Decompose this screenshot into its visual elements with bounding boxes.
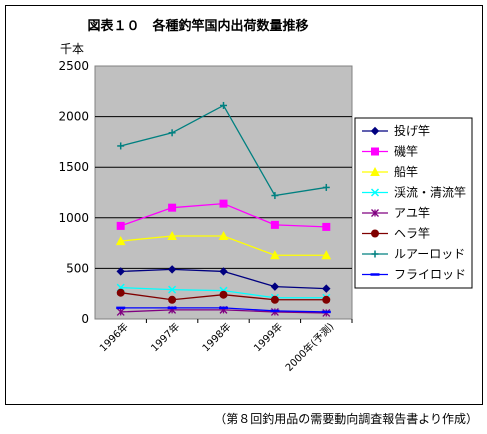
x-tick-label: 1998年 bbox=[199, 320, 233, 354]
data-point bbox=[322, 295, 331, 304]
x-tick-label: 1996年 bbox=[97, 320, 131, 354]
series-0 bbox=[116, 265, 331, 293]
data-point bbox=[270, 282, 280, 291]
legend-label: ルアーロッド bbox=[394, 247, 465, 261]
series-1 bbox=[116, 199, 331, 231]
series-6 bbox=[117, 101, 330, 200]
data-point bbox=[116, 288, 125, 297]
legend-box bbox=[354, 117, 473, 289]
legend-entry: ヘラ竿 bbox=[362, 226, 430, 241]
legend-entry: 磯竿 bbox=[362, 144, 418, 159]
series-2 bbox=[115, 230, 332, 260]
data-point bbox=[219, 199, 228, 208]
legend-label: 渓流・清流竿 bbox=[394, 185, 466, 200]
data-point bbox=[270, 220, 279, 229]
y-tick-label: 1000 bbox=[58, 211, 89, 225]
data-point bbox=[168, 295, 177, 304]
data-point bbox=[371, 147, 379, 156]
y-tick-label: 500 bbox=[66, 261, 89, 275]
data-point bbox=[116, 307, 125, 316]
legend-label: フライロッド bbox=[394, 268, 466, 282]
y-tick-label: 0 bbox=[81, 312, 89, 326]
data-point bbox=[322, 222, 331, 231]
data-point bbox=[168, 203, 177, 212]
chart-title: 図表１０ 各種釣竿国内出荷数量推移 bbox=[87, 18, 308, 34]
legend-label: 投げ竿 bbox=[394, 123, 430, 138]
source-note: （第８回釣用品の需要動向調査報告書より作成） bbox=[214, 411, 478, 426]
legend-entry: ルアーロッド bbox=[362, 247, 465, 261]
y-tick-label: 2000 bbox=[58, 110, 89, 124]
x-tick-label: 1997年 bbox=[148, 320, 182, 354]
data-point bbox=[117, 142, 125, 150]
x-tick-label: 1999年 bbox=[251, 320, 285, 354]
data-point bbox=[270, 295, 279, 304]
data-point bbox=[116, 221, 125, 230]
data-point bbox=[370, 166, 380, 176]
data-point bbox=[115, 236, 126, 246]
x-tick-label: 2000年(予測) bbox=[282, 320, 336, 374]
legend-entry: 船竿 bbox=[362, 164, 418, 179]
legend-label: ヘラ竿 bbox=[394, 226, 430, 241]
data-point bbox=[167, 230, 177, 241]
data-point bbox=[322, 183, 330, 191]
data-point bbox=[168, 285, 177, 294]
legend-label: 磯竿 bbox=[394, 144, 418, 159]
data-point bbox=[219, 267, 228, 276]
y-axis-ticks: 0 500 1000 1500 2000 2500 bbox=[58, 59, 89, 326]
data-point bbox=[371, 209, 379, 217]
data-point bbox=[370, 188, 380, 197]
y-tick-label: 1500 bbox=[58, 160, 89, 174]
data-point bbox=[220, 101, 227, 109]
data-point bbox=[370, 126, 380, 136]
legend-entry: フライロッド bbox=[362, 268, 466, 282]
legend-entry: 投げ竿 bbox=[362, 123, 430, 138]
legend-label: 船竿 bbox=[394, 164, 418, 179]
y-tick-label: 2500 bbox=[58, 59, 89, 73]
data-point bbox=[371, 250, 379, 258]
data-point bbox=[116, 267, 125, 276]
series-7 bbox=[116, 306, 331, 314]
series-5 bbox=[116, 288, 331, 304]
data-point bbox=[270, 250, 280, 260]
legend-entry: アユ竿 bbox=[362, 205, 430, 220]
data-point bbox=[321, 250, 332, 260]
data-point bbox=[322, 284, 331, 293]
legend-entry: 渓流・清流竿 bbox=[362, 185, 466, 200]
data-point bbox=[219, 290, 228, 299]
y-axis-unit-label: 千本 bbox=[60, 42, 84, 56]
series-layer bbox=[115, 101, 332, 317]
data-point bbox=[168, 129, 176, 137]
legend-label: アユ竿 bbox=[394, 205, 430, 220]
data-point bbox=[371, 229, 379, 238]
data-point bbox=[167, 265, 177, 274]
data-point bbox=[218, 230, 229, 241]
data-point bbox=[271, 192, 279, 200]
